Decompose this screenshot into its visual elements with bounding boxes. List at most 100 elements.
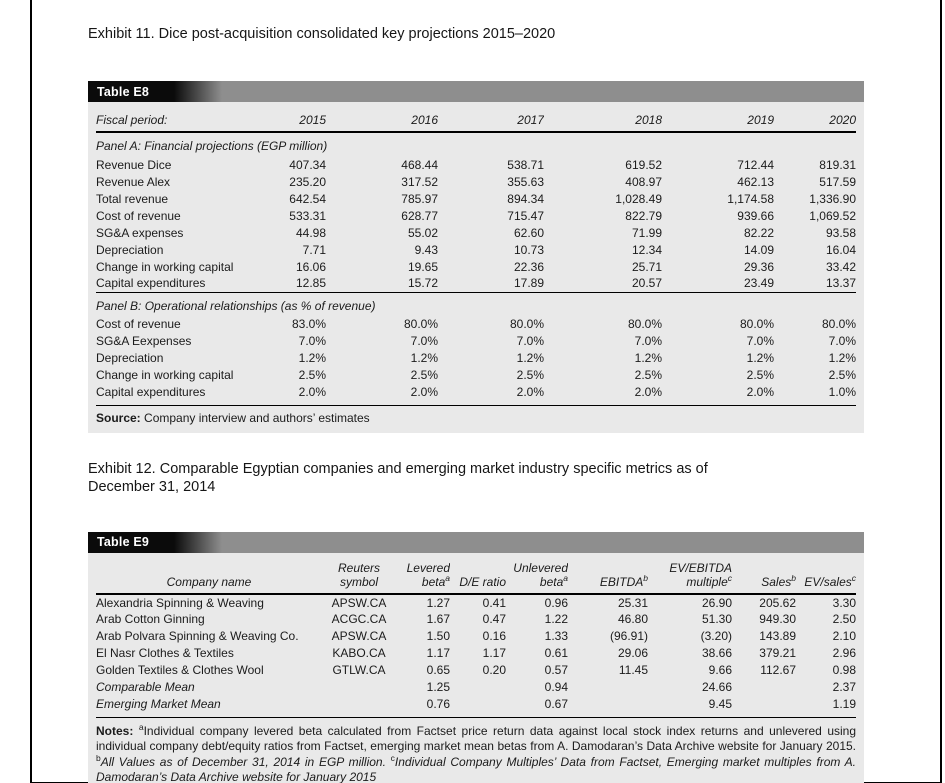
- value-cell: 2.37: [832, 680, 856, 694]
- value-cell: 7.0%: [746, 334, 774, 348]
- value-cell: 7.71: [302, 242, 326, 257]
- value-cell: 0.57: [544, 663, 568, 677]
- year-header: 2016: [326, 104, 438, 133]
- value-cell: 628.77: [401, 208, 438, 223]
- value-cell: 462.13: [737, 174, 774, 189]
- value-cell: 22.36: [513, 259, 544, 274]
- value-cell: 205.62: [759, 595, 796, 610]
- value-cell: 1.0%: [828, 385, 856, 399]
- value-cell: 235.20: [289, 174, 326, 189]
- value-cell: 29.36: [743, 259, 774, 274]
- note-a-superscript: a: [138, 721, 144, 732]
- value-cell: 1.17: [426, 646, 450, 660]
- value-cell: 1.25: [426, 680, 450, 694]
- header-superscript: b: [791, 572, 796, 583]
- value-cell: 80.0%: [403, 317, 438, 331]
- exhibit-11-title: Exhibit 11. Dice post-acquisition consol…: [88, 26, 556, 42]
- table-row: Arab Cotton Ginning ACGC.CA 1.67 0.47 1.22 46…: [96, 611, 856, 628]
- value-cell: 2.0%: [298, 385, 326, 399]
- value-cell: 2.0%: [746, 385, 774, 399]
- value-cell: 62.60: [513, 225, 544, 240]
- table-row: Alexandria Spinning & Weaving APSW.CA 1.27…: [96, 594, 856, 611]
- value-cell: 1.33: [544, 629, 568, 643]
- value-cell: 1,336.90: [809, 191, 856, 206]
- value-cell: 2.0%: [634, 385, 662, 399]
- value-cell: 38.66: [701, 646, 732, 660]
- value-cell: 2.5%: [298, 368, 326, 382]
- note-a-text: Individual company levered beta calculat…: [96, 723, 857, 754]
- value-cell: 46.80: [617, 612, 648, 626]
- value-cell: 2.5%: [410, 368, 438, 382]
- header-line: Levered: [406, 560, 450, 575]
- row-label: SG&A expenses: [96, 225, 184, 240]
- table-e9-notes: Notes: aIndividual company levered beta …: [96, 716, 857, 783]
- year-header: 2020: [774, 104, 856, 133]
- header-line: EV/sales: [804, 574, 852, 589]
- value-cell: 80.0%: [739, 317, 774, 331]
- value-cell: APSW.CA: [331, 595, 387, 610]
- table-row: Cost of revenue 533.31 628.77 715.47 822.79 9…: [96, 207, 856, 224]
- value-cell: 80.0%: [627, 317, 662, 331]
- company-name: Alexandria Spinning & Weaving: [96, 595, 264, 610]
- value-cell: 44.98: [295, 225, 326, 240]
- header-line: Sales: [761, 574, 792, 589]
- table-row: Total revenue 642.54 785.97 894.34 1,028.49 1…: [96, 190, 856, 207]
- value-cell: 25.31: [617, 595, 648, 610]
- value-cell: 712.44: [737, 157, 774, 172]
- col-header-levered-beta: Levered betaa: [396, 554, 450, 595]
- col-header-ebitda: EBITDAb: [568, 554, 648, 595]
- company-name: Golden Textiles & Clothes Wool: [96, 663, 264, 677]
- value-cell: 468.44: [401, 157, 438, 172]
- value-cell: 785.97: [401, 191, 438, 206]
- value-cell: 0.96: [544, 595, 568, 610]
- value-cell: 1.17: [482, 646, 506, 660]
- value-cell: 9.43: [414, 242, 438, 257]
- header-superscript: a: [563, 572, 568, 583]
- value-cell: 2.0%: [516, 385, 544, 399]
- value-cell: ACGC.CA: [331, 612, 387, 626]
- header-superscript: a: [445, 572, 450, 583]
- row-label: SG&A Eexpenses: [96, 334, 192, 348]
- company-name: Arab Polvara Spinning & Weaving Co.: [96, 629, 299, 643]
- value-cell: 819.31: [819, 157, 856, 172]
- table-e8-title-bar: Table E8: [88, 81, 864, 102]
- row-label: Revenue Dice: [96, 157, 172, 172]
- value-cell: 1.27: [426, 595, 450, 610]
- value-cell: 822.79: [625, 208, 662, 223]
- value-cell: 1,028.49: [615, 191, 662, 206]
- value-cell: [450, 696, 506, 713]
- table-row-comparable-mean: Comparable Mean 1.25 0.94 24.66 2.37: [96, 679, 856, 696]
- table-row: SG&A Eexpenses 7.0% 7.0% 7.0% 7.0% 7.0% 7.0%: [96, 333, 856, 350]
- note-b-superscript: b: [96, 752, 101, 763]
- value-cell: 1.2%: [516, 351, 544, 365]
- value-cell: 0.76: [426, 697, 450, 711]
- value-cell: 71.99: [631, 225, 662, 240]
- panel-b-title-row: Panel B: Operational relationships (as %…: [96, 291, 856, 316]
- source-text: Company interview and authors’ estimates: [140, 410, 370, 425]
- value-cell: 2.5%: [634, 368, 662, 382]
- value-cell: 1.2%: [298, 351, 326, 365]
- header-superscript: c: [727, 572, 732, 583]
- value-cell: (3.20): [700, 629, 732, 643]
- value-cell: 2.96: [832, 646, 856, 660]
- header-superscript: c: [851, 572, 856, 583]
- value-cell: GTLW.CA: [332, 663, 386, 677]
- value-cell: 1,069.52: [809, 208, 856, 223]
- value-cell: 7.0%: [410, 334, 438, 348]
- value-cell: 25.71: [631, 259, 662, 274]
- value-cell: 0.65: [426, 663, 450, 677]
- note-b-text: All Values as of December 31, 2014 in EG…: [100, 754, 391, 769]
- value-cell: 12.34: [631, 242, 662, 257]
- value-cell: 93.58: [825, 225, 856, 240]
- value-cell: 894.34: [507, 191, 544, 206]
- table-e9-title: Table E9: [97, 535, 150, 549]
- table-row: Arab Polvara Spinning & Weaving Co. APSW.…: [96, 628, 856, 645]
- table-row: Change in working capital 2.5% 2.5% 2.5% 2.5…: [96, 367, 856, 384]
- value-cell: 1.50: [426, 629, 450, 643]
- value-cell: (96.91): [609, 629, 648, 643]
- value-cell: 0.61: [544, 646, 568, 660]
- value-cell: 533.31: [289, 208, 326, 223]
- row-label: Cost of revenue: [96, 208, 181, 223]
- table-e9-title-bar: Table E9: [88, 531, 864, 553]
